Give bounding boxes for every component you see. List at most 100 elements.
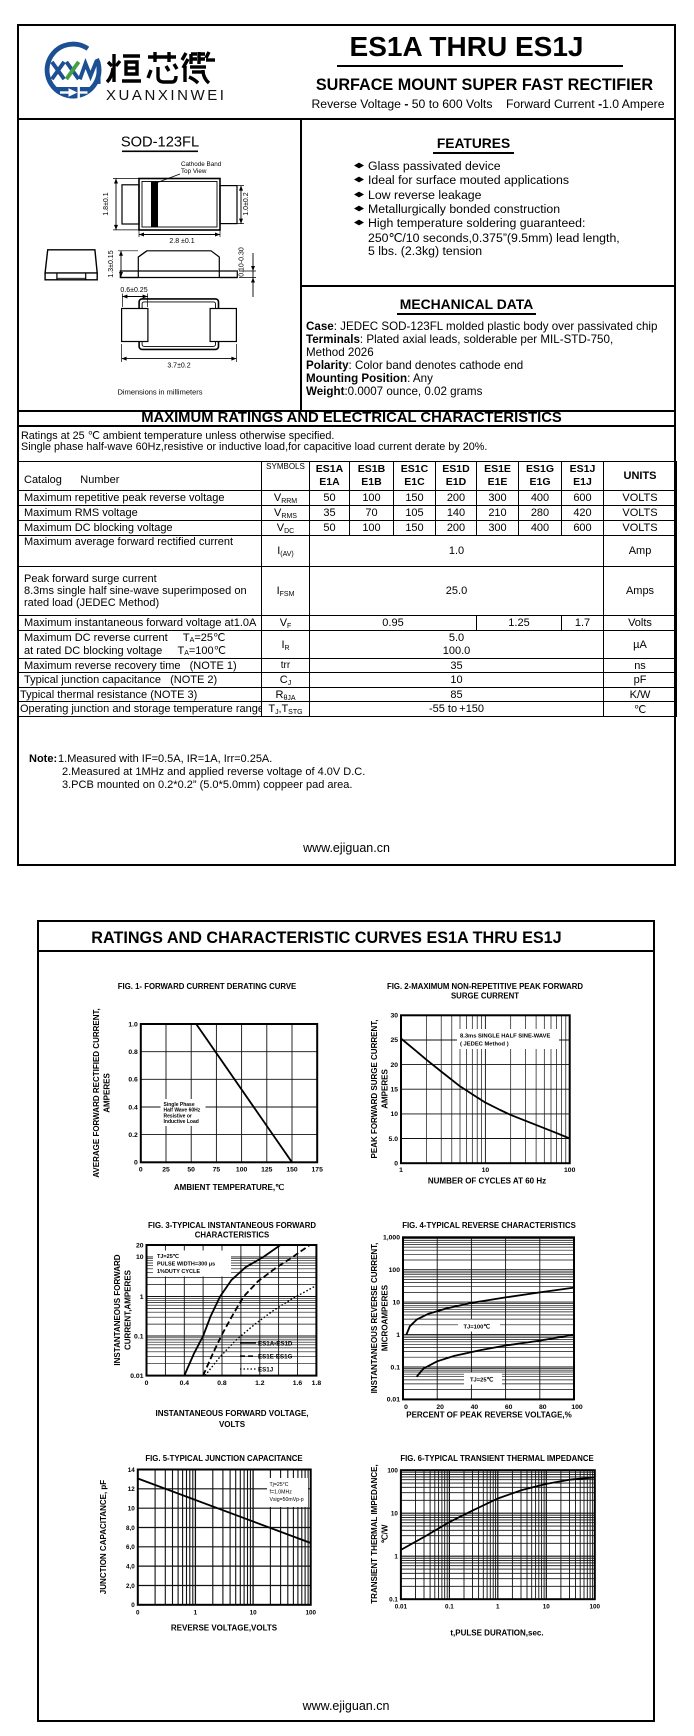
svg-text:TJ=100℃: TJ=100℃ bbox=[464, 1324, 491, 1331]
svg-text:VOLTS: VOLTS bbox=[219, 1420, 246, 1429]
svg-text:FIG. 1- FORWARD CURRENT DERATI: FIG. 1- FORWARD CURRENT DERATING CURVE bbox=[118, 982, 296, 991]
svg-text:Dimensions in millimeters: Dimensions in millimeters bbox=[117, 388, 202, 397]
svg-text:1.0: 1.0 bbox=[128, 1021, 138, 1028]
svg-text:1,000: 1,000 bbox=[383, 1235, 400, 1242]
svg-text:100: 100 bbox=[571, 1404, 583, 1411]
svg-text:1.0±0.2: 1.0±0.2 bbox=[243, 192, 250, 215]
svg-text:AMPERES: AMPERES bbox=[381, 1069, 390, 1109]
svg-text:100: 100 bbox=[236, 1166, 248, 1173]
svg-text:1: 1 bbox=[496, 1604, 500, 1611]
svg-text:TJ=25℃: TJ=25℃ bbox=[470, 1377, 494, 1384]
svg-text:1: 1 bbox=[140, 1294, 144, 1301]
svg-text:Vsig=50mVp-p: Vsig=50mVp-p bbox=[270, 1497, 304, 1503]
svg-text:3.7±0.2: 3.7±0.2 bbox=[167, 363, 190, 370]
svg-text:Tj=25°C: Tj=25°C bbox=[270, 1482, 289, 1488]
svg-text:CURRENT,AMPERES: CURRENT,AMPERES bbox=[124, 1269, 133, 1350]
svg-text:10: 10 bbox=[392, 1299, 400, 1306]
svg-text:0.2: 0.2 bbox=[128, 1132, 138, 1139]
svg-text:FIG. 5-TYPICAL JUNCTION CAPACI: FIG. 5-TYPICAL JUNCTION CAPACITANCE bbox=[145, 1454, 302, 1463]
svg-text:MICROAMPERES: MICROAMPERES bbox=[381, 1284, 390, 1351]
svg-text:20: 20 bbox=[390, 1062, 398, 1069]
svg-text:0: 0 bbox=[404, 1404, 408, 1411]
svg-text:1.6: 1.6 bbox=[293, 1380, 303, 1387]
svg-text:100: 100 bbox=[305, 1609, 316, 1616]
svg-text:20: 20 bbox=[136, 1242, 144, 1249]
svg-text:5.0: 5.0 bbox=[389, 1136, 399, 1143]
svg-text:0: 0 bbox=[394, 1161, 398, 1168]
svg-text:0.01: 0.01 bbox=[387, 1397, 400, 1404]
svg-text:FIG. 3-TYPICAL INSTANTANEOUS F: FIG. 3-TYPICAL INSTANTANEOUS FORWARD bbox=[148, 1221, 316, 1230]
svg-text:25: 25 bbox=[162, 1166, 170, 1173]
svg-text:0: 0 bbox=[134, 1160, 138, 1167]
svg-text:ES1J: ES1J bbox=[258, 1366, 274, 1373]
svg-text:40: 40 bbox=[471, 1404, 479, 1411]
svg-text:( JEDEC Method ): ( JEDEC Method ) bbox=[460, 1041, 509, 1047]
svg-text:TJ=25℃: TJ=25℃ bbox=[157, 1253, 180, 1260]
svg-text:12: 12 bbox=[128, 1486, 136, 1493]
svg-text:ES1A-ES1D: ES1A-ES1D bbox=[258, 1340, 293, 1347]
svg-text:1%DUTY CYCLE: 1%DUTY CYCLE bbox=[157, 1269, 200, 1275]
svg-text:1: 1 bbox=[394, 1554, 398, 1561]
svg-text:125: 125 bbox=[261, 1166, 273, 1173]
svg-text:10: 10 bbox=[136, 1254, 144, 1261]
svg-text:0.10-0.30: 0.10-0.30 bbox=[239, 247, 246, 277]
svg-text:JUNCTION CAPACITANCE, pF: JUNCTION CAPACITANCE, pF bbox=[99, 1480, 108, 1594]
svg-text:1: 1 bbox=[396, 1332, 400, 1339]
svg-text:SURGE CURRENT: SURGE CURRENT bbox=[451, 992, 519, 1001]
svg-text:1.2: 1.2 bbox=[255, 1380, 265, 1387]
svg-text:25: 25 bbox=[390, 1037, 398, 1044]
svg-text:0.8: 0.8 bbox=[128, 1049, 138, 1056]
svg-text:2.8 ±0.1: 2.8 ±0.1 bbox=[169, 238, 194, 245]
svg-text:t,PULSE DURATION,sec.: t,PULSE DURATION,sec. bbox=[450, 1629, 543, 1638]
svg-text:50: 50 bbox=[187, 1166, 195, 1173]
svg-text:10: 10 bbox=[391, 1511, 399, 1518]
svg-text:0.6±0.25: 0.6±0.25 bbox=[120, 287, 147, 294]
svg-text:f=1.0MHz: f=1.0MHz bbox=[270, 1490, 293, 1496]
svg-text:INSTANTANEOUS FORWARD VOLTAGE,: INSTANTANEOUS FORWARD VOLTAGE, bbox=[155, 1409, 308, 1418]
svg-text:10: 10 bbox=[128, 1506, 136, 1513]
svg-text:100: 100 bbox=[387, 1468, 398, 1475]
svg-text:Inductive Load: Inductive Load bbox=[164, 1119, 199, 1125]
svg-text:0.1: 0.1 bbox=[134, 1333, 144, 1340]
svg-text:Resistive or: Resistive or bbox=[164, 1113, 192, 1119]
svg-text:FIG. 4-TYPICAL REVERSE CHARACT: FIG. 4-TYPICAL REVERSE CHARACTERISTICS bbox=[402, 1221, 576, 1230]
svg-text:4,0: 4,0 bbox=[126, 1563, 135, 1570]
svg-text:0.01: 0.01 bbox=[395, 1604, 408, 1611]
svg-text:Single Phase: Single Phase bbox=[164, 1102, 195, 1108]
svg-text:15: 15 bbox=[390, 1087, 398, 1094]
svg-text:℃/W: ℃/W bbox=[381, 1524, 390, 1543]
svg-text:Cathode Band: Cathode Band bbox=[181, 161, 222, 168]
svg-text:1.3±0.15: 1.3±0.15 bbox=[108, 250, 115, 277]
svg-text:1.8: 1.8 bbox=[312, 1380, 322, 1387]
svg-text:60: 60 bbox=[505, 1404, 513, 1411]
svg-text:AMBIENT TEMPERATURE,℃: AMBIENT TEMPERATURE,℃ bbox=[174, 1183, 284, 1192]
svg-text:0: 0 bbox=[136, 1609, 140, 1616]
svg-text:150: 150 bbox=[286, 1166, 298, 1173]
svg-text:1: 1 bbox=[194, 1609, 198, 1616]
svg-text:FIG. 6-TYPICAL TRANSIENT THERM: FIG. 6-TYPICAL TRANSIENT THERMAL IMPEDAN… bbox=[400, 1454, 593, 1463]
svg-text:80: 80 bbox=[539, 1404, 547, 1411]
svg-text:14: 14 bbox=[128, 1467, 136, 1474]
svg-text:1: 1 bbox=[399, 1167, 403, 1174]
svg-text:10: 10 bbox=[482, 1167, 490, 1174]
svg-text:INSTANTANEOUS REVERSE CURRENT,: INSTANTANEOUS REVERSE CURRENT, bbox=[370, 1243, 379, 1394]
svg-text:0.1: 0.1 bbox=[389, 1597, 398, 1604]
svg-text:8.3ms SINGLE HALF SINE-WAVE: 8.3ms SINGLE HALF SINE-WAVE bbox=[460, 1033, 551, 1039]
svg-text:Top View: Top View bbox=[181, 168, 207, 175]
svg-text:20: 20 bbox=[436, 1404, 444, 1411]
svg-text:PEAK FORWARD SURGE CURRENT,: PEAK FORWARD SURGE CURRENT, bbox=[370, 1020, 379, 1159]
svg-text:0.6: 0.6 bbox=[128, 1077, 138, 1084]
svg-text:0: 0 bbox=[139, 1166, 143, 1173]
svg-text:1.8±0.1: 1.8±0.1 bbox=[103, 192, 110, 215]
svg-text:0.1: 0.1 bbox=[391, 1364, 401, 1371]
svg-text:30: 30 bbox=[390, 1013, 398, 1020]
svg-text:175: 175 bbox=[312, 1166, 324, 1173]
svg-text:8,0: 8,0 bbox=[126, 1525, 135, 1532]
svg-text:PERCENT OF PEAK REVERSE VOLTAG: PERCENT OF PEAK REVERSE VOLTAGE,% bbox=[406, 1411, 572, 1420]
svg-text:TRANSIENT THERMAL IMPEDANCE,: TRANSIENT THERMAL IMPEDANCE, bbox=[370, 1464, 379, 1603]
svg-text:0.1: 0.1 bbox=[445, 1604, 454, 1611]
svg-text:0: 0 bbox=[131, 1602, 135, 1609]
svg-text:Half Wave 60Hz: Half Wave 60Hz bbox=[164, 1108, 201, 1114]
svg-text:0.01: 0.01 bbox=[130, 1373, 143, 1380]
svg-text:0: 0 bbox=[145, 1380, 149, 1387]
